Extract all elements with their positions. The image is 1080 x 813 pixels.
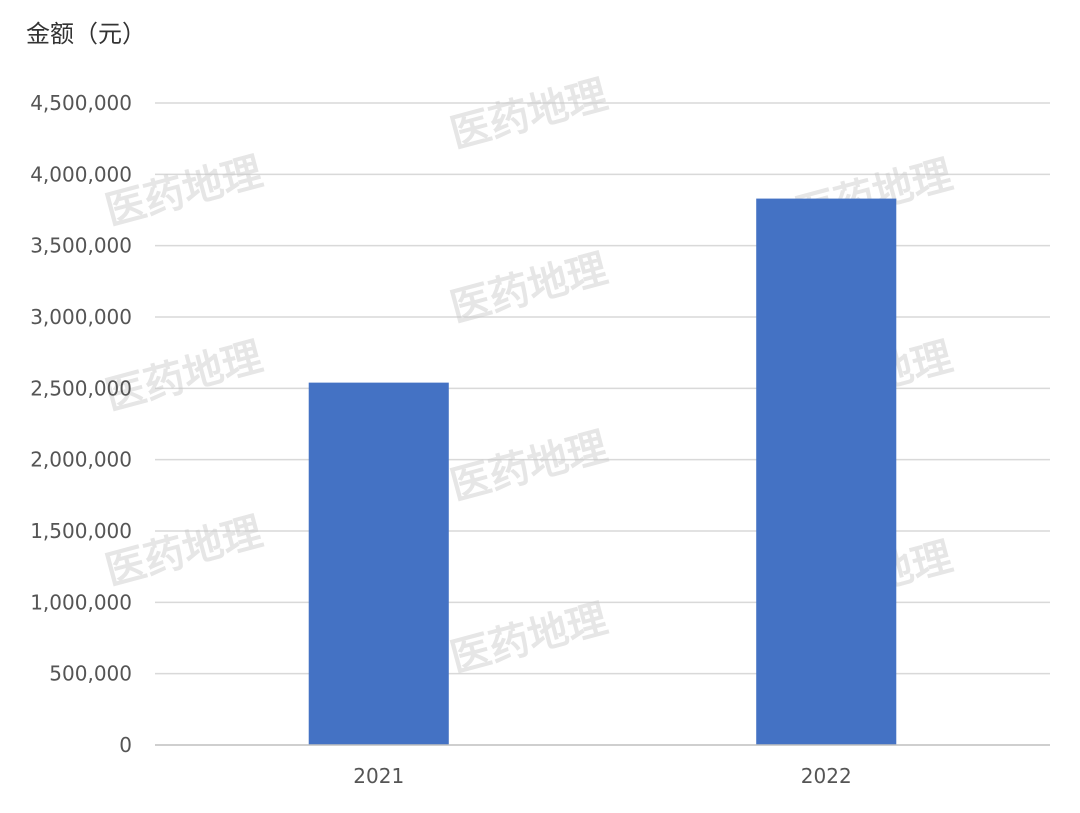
- bar-2022: [756, 198, 897, 745]
- gridlines: [155, 102, 1050, 675]
- x-tick-label: 2021: [353, 764, 404, 788]
- watermark-text: 医药地理: [446, 596, 612, 682]
- y-tick-label: 2,000,000: [30, 448, 132, 472]
- y-tick-label: 500,000: [49, 662, 132, 686]
- axes: 0 500,000 1,000,000 1,500,000 2,000,000 2,500…: [30, 91, 1050, 788]
- y-tick-label: 0: [119, 733, 132, 757]
- bar-2021: [308, 382, 449, 745]
- y-tick-label: 3,500,000: [30, 234, 132, 258]
- watermark-text: 医药地理: [446, 424, 612, 510]
- y-tick-label: 4,500,000: [30, 91, 132, 115]
- y-tick-label: 3,000,000: [30, 305, 132, 329]
- y-tick-label: 1,000,000: [30, 590, 132, 614]
- y-tick-label: 1,500,000: [30, 519, 132, 543]
- y-axis-title: 金额（元）: [26, 20, 146, 48]
- y-tick-label: 4,000,000: [30, 162, 132, 186]
- x-tick-label: 2022: [801, 764, 852, 788]
- y-tick-label: 2,500,000: [30, 376, 132, 400]
- bars: [308, 198, 897, 745]
- watermark-text: 医药地理: [446, 246, 612, 332]
- watermark-text: 医药地理: [446, 72, 612, 158]
